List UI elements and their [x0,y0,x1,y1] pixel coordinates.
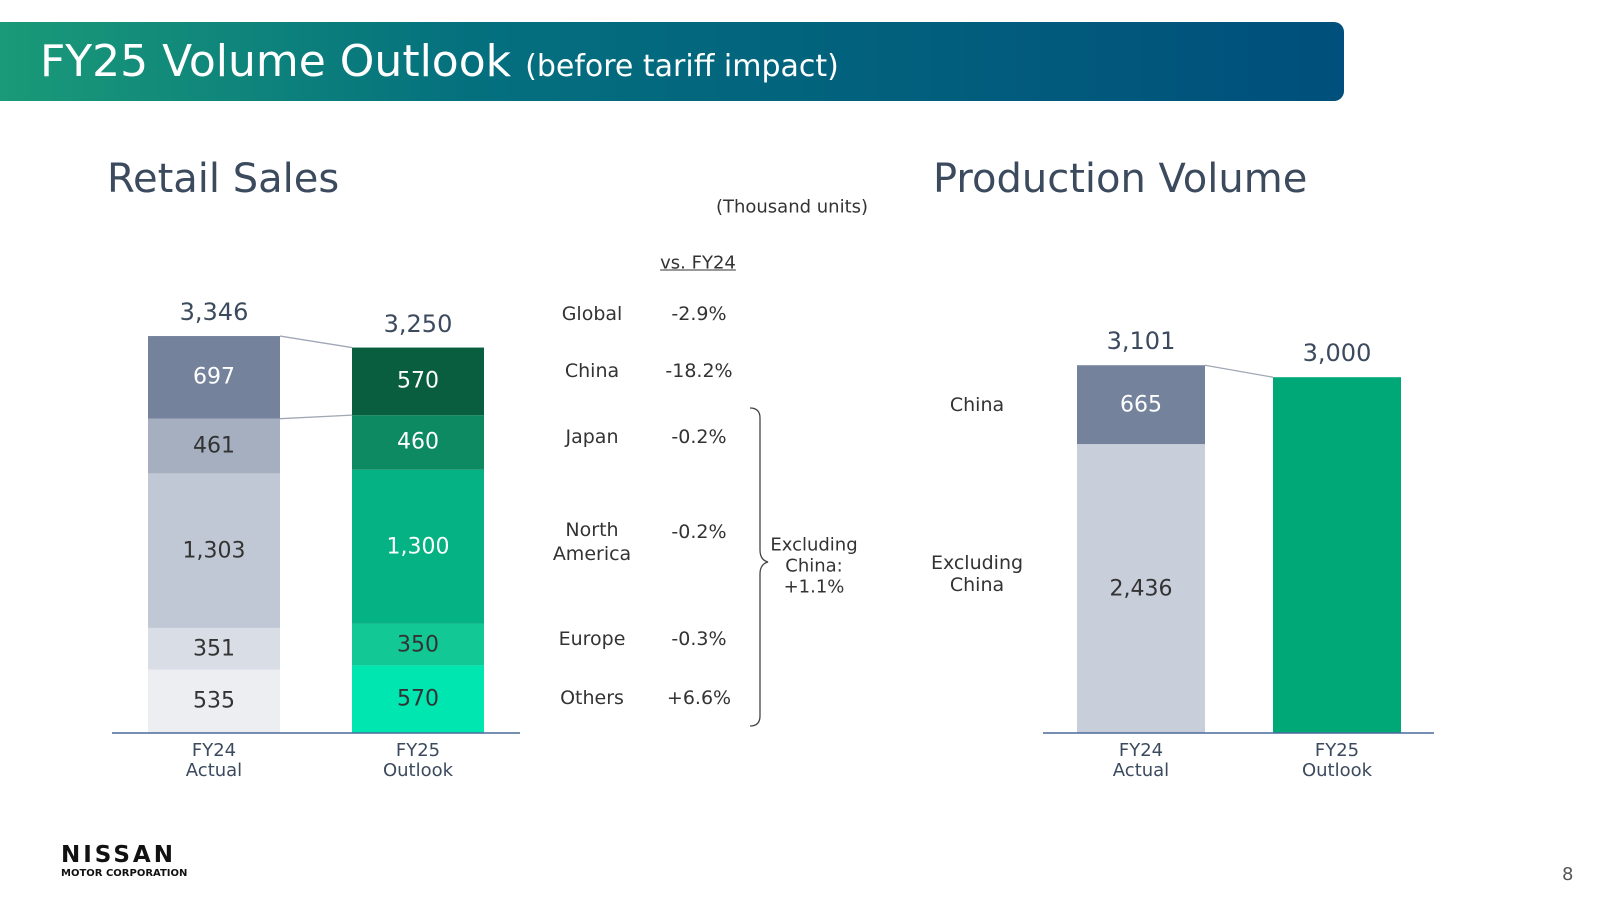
total-label: 3,346 [179,298,249,327]
page-number: 8 [1562,864,1574,885]
bar-segment [352,415,484,470]
connector [279,414,353,420]
note-change: +1.1% [783,576,845,598]
bar-segment [148,627,280,670]
total-label: 3,250 [383,309,453,338]
comparison-heading: vs. FY24 [660,252,736,274]
bar-segment [1077,444,1205,733]
value-label: 2,436 [1109,576,1173,602]
value-label: 570 [397,686,439,712]
logo: NISSAN [61,842,176,868]
value-label: 1,303 [182,538,246,564]
row-change: -2.9% [671,303,727,325]
total-label: 3,000 [1302,339,1372,368]
bar-segment [352,623,484,666]
value-label: 535 [193,688,235,714]
value-label: 351 [193,636,235,662]
bar-segment [1077,365,1205,445]
bar-segment [148,336,280,419]
row-change: -0.3% [671,628,727,650]
value-label: 350 [397,632,439,658]
row-change: -18.2% [665,360,733,382]
title: FY25 Volume Outlook (before tariff impac… [40,36,839,87]
chart-title: Retail Sales [107,156,340,202]
row-label: Global [561,303,623,325]
bar-segment [148,473,280,628]
title-text: FY25 Volume Outlook [40,36,512,87]
note: Excluding China: +1.1% [769,535,859,598]
row-label: Others [560,687,624,709]
note-label: Excluding China: [770,534,858,577]
x-tick-label: FY25 Outlook [1301,740,1373,781]
bar-segment [352,347,484,416]
row-change: -0.2% [671,426,727,448]
value-label: 1,300 [386,534,450,560]
header-bar [0,22,1344,101]
value-label: 665 [1120,392,1162,418]
bar-segment [352,469,484,624]
value-label: 461 [193,433,235,459]
series-label: Excluding China [930,551,1024,596]
connector [279,335,353,349]
unit-note: (Thousand units) [715,196,869,218]
bracket [749,407,769,727]
total-label: 3,101 [1106,327,1176,356]
row-label: China [564,360,620,382]
row-change: -0.2% [671,521,727,543]
bar [1273,377,1401,733]
row-label: North America [552,519,632,565]
x-tick-label: FY25 Outlook [382,740,454,781]
value-label: 697 [193,364,235,390]
connector [1204,364,1274,378]
value-label: 460 [397,429,439,455]
subtitle: (before tariff impact) [525,49,839,84]
value-label: 570 [397,368,439,394]
bar-segment [148,418,280,474]
row-change: +6.6% [666,687,732,709]
x-tick-label: FY24 Actual [1112,740,1170,781]
chart-title: Production Volume [933,156,1308,202]
bar-segment [148,669,280,733]
x-tick-label: FY24 Actual [185,740,243,781]
row-label: Europe [558,628,626,650]
bar-segment [352,665,484,733]
series-label: China [949,393,1005,416]
row-label: Japan [565,426,619,448]
logo-sub: MOTOR CORPORATION [61,868,188,879]
